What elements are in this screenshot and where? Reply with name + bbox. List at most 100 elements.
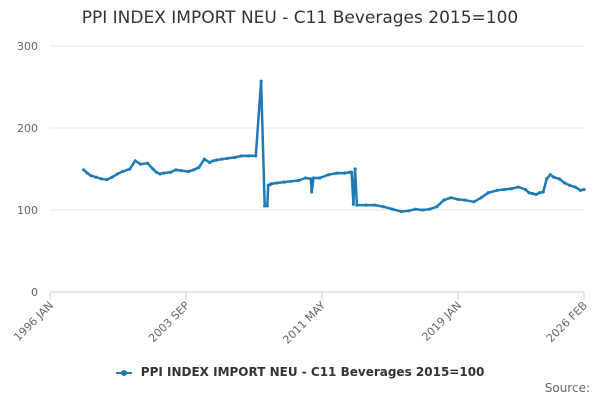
data-point[interactable]	[381, 205, 386, 209]
data-point[interactable]	[502, 187, 506, 192]
data-point[interactable]	[509, 187, 513, 191]
data-point[interactable]	[138, 162, 143, 166]
data-point[interactable]	[94, 175, 98, 179]
data-point[interactable]	[463, 198, 467, 202]
data-point[interactable]	[215, 158, 219, 162]
series-line[interactable]	[82, 80, 586, 213]
data-point[interactable]	[240, 154, 244, 158]
data-point[interactable]	[265, 204, 269, 208]
data-point[interactable]	[197, 165, 201, 169]
data-point[interactable]	[186, 169, 190, 174]
data-point[interactable]	[318, 176, 322, 180]
data-point[interactable]	[247, 154, 251, 158]
data-point[interactable]	[303, 176, 308, 180]
data-point[interactable]	[364, 203, 368, 207]
data-point[interactable]	[495, 188, 499, 192]
data-point[interactable]	[472, 200, 476, 204]
data-point[interactable]	[232, 155, 237, 160]
data-point[interactable]	[208, 160, 212, 165]
data-point[interactable]	[548, 173, 552, 177]
data-point[interactable]	[270, 182, 274, 186]
data-point[interactable]	[259, 79, 263, 83]
chart-title: PPI INDEX IMPORT NEU - C11 Beverages 201…	[81, 8, 519, 28]
data-point[interactable]	[582, 187, 586, 192]
source-label: Source:	[544, 381, 590, 395]
data-point[interactable]	[225, 156, 230, 160]
data-point[interactable]	[349, 170, 354, 174]
data-point[interactable]	[428, 207, 432, 211]
data-point[interactable]	[326, 173, 331, 177]
data-point[interactable]	[82, 168, 86, 172]
data-point[interactable]	[105, 178, 109, 182]
data-point[interactable]	[310, 190, 314, 194]
data-point[interactable]	[154, 170, 159, 174]
data-point[interactable]	[538, 191, 542, 195]
data-point[interactable]	[390, 207, 394, 211]
data-point[interactable]	[220, 157, 224, 161]
data-point[interactable]	[211, 159, 215, 163]
data-point[interactable]	[158, 172, 162, 176]
data-point[interactable]	[516, 185, 520, 189]
data-point[interactable]	[342, 171, 347, 175]
data-point[interactable]	[456, 197, 460, 201]
data-point[interactable]	[527, 191, 531, 195]
data-point[interactable]	[128, 167, 132, 171]
data-point[interactable]	[110, 175, 114, 179]
data-point[interactable]	[523, 187, 528, 192]
data-point[interactable]	[442, 198, 446, 202]
data-point[interactable]	[99, 177, 104, 181]
data-point[interactable]	[115, 172, 120, 176]
data-point[interactable]	[373, 203, 377, 207]
data-point[interactable]	[534, 192, 538, 197]
y-tick-label: 200	[17, 122, 38, 135]
data-point[interactable]	[355, 203, 359, 207]
data-point[interactable]	[353, 167, 357, 171]
data-point[interactable]	[192, 168, 196, 172]
data-point[interactable]	[530, 192, 535, 196]
y-tick-label: 300	[17, 40, 38, 53]
data-point[interactable]	[541, 190, 545, 194]
data-point[interactable]	[406, 209, 410, 213]
data-point[interactable]	[254, 154, 258, 158]
data-point[interactable]	[202, 157, 206, 161]
data-point[interactable]	[557, 177, 561, 181]
data-point[interactable]	[552, 175, 556, 179]
data-point[interactable]	[399, 210, 403, 214]
data-point[interactable]	[145, 161, 150, 165]
data-point[interactable]	[435, 205, 439, 209]
y-axis: 0 100 200 300	[17, 40, 38, 299]
data-point[interactable]	[275, 181, 279, 185]
data-point[interactable]	[263, 204, 267, 208]
data-point[interactable]	[413, 207, 418, 211]
data-point[interactable]	[562, 181, 567, 185]
data-point[interactable]	[351, 202, 355, 206]
y-tick-label: 0	[31, 286, 38, 299]
data-point[interactable]	[121, 169, 125, 174]
data-point[interactable]	[545, 177, 549, 181]
data-point[interactable]	[161, 171, 166, 175]
data-point[interactable]	[486, 191, 490, 195]
data-point[interactable]	[311, 176, 316, 180]
data-point[interactable]	[335, 171, 340, 175]
data-point[interactable]	[296, 178, 300, 183]
data-point[interactable]	[578, 188, 583, 192]
legend-label: PPI INDEX IMPORT NEU - C11 Beverages 201…	[140, 365, 485, 379]
data-point[interactable]	[174, 168, 178, 172]
data-point[interactable]	[449, 196, 453, 200]
data-point[interactable]	[151, 167, 155, 171]
data-point[interactable]	[309, 177, 313, 181]
data-point[interactable]	[479, 196, 483, 200]
data-point[interactable]	[179, 169, 183, 173]
data-point[interactable]	[85, 171, 89, 175]
data-point[interactable]	[573, 185, 577, 189]
data-point[interactable]	[133, 159, 137, 163]
data-point[interactable]	[89, 173, 93, 178]
data-point[interactable]	[282, 180, 286, 184]
data-point[interactable]	[289, 179, 293, 183]
data-point[interactable]	[568, 183, 572, 187]
legend[interactable]: PPI INDEX IMPORT NEU - C11 Beverages 201…	[0, 365, 600, 379]
data-point[interactable]	[169, 170, 173, 174]
x-tick-label: 1996 JAN	[11, 299, 56, 344]
data-point[interactable]	[420, 208, 425, 212]
x-axis: 1996 JAN 2003 SEP 2011 MAY 2019 JAN 2026 FEB	[11, 291, 590, 347]
